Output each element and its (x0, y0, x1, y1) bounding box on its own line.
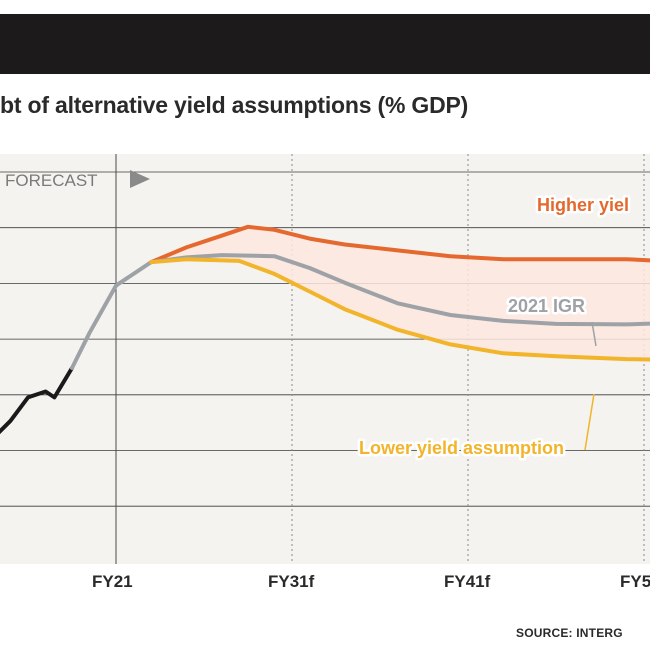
yield-range-band (151, 226, 650, 360)
x-tick-label: FY21 (92, 572, 133, 591)
higher-yiel-line (149, 224, 650, 265)
history-line (0, 366, 74, 435)
series-label-higher-yiel: Higher yiel (537, 195, 629, 215)
plot-area: FORECAST Higher yiel Higher yiel 2021 IGR 20… (0, 154, 650, 564)
forecast-label: FORECAST (5, 171, 98, 190)
x-tick-label: FY41f (444, 572, 491, 591)
series-label-2021-igr: 2021 IGR (508, 296, 585, 316)
lower-yield-leader-line (584, 393, 595, 451)
x-tick-label: FY5 (620, 572, 650, 591)
series-label-2021-igr-halo: 2021 IGR (508, 296, 585, 316)
igr-leader-line (591, 321, 597, 347)
header-bar (0, 14, 650, 74)
source-note: SOURCE: INTERG (516, 626, 623, 640)
transition-line (70, 260, 154, 370)
series-label-lower-yield-assumption-halo: Lower yield assumption (359, 438, 564, 458)
x-tick-label: FY31f (268, 572, 315, 591)
lower-yield-assumption-line (149, 257, 650, 362)
forecast-arrow-icon (130, 170, 150, 188)
chart-title: bt of alternative yield assumptions (% G… (0, 92, 469, 118)
2021-igr-line (149, 253, 650, 327)
series-label-lower-yield-assumption: Lower yield assumption (359, 438, 564, 458)
series-label-higher-yiel-halo: Higher yiel (537, 195, 629, 215)
